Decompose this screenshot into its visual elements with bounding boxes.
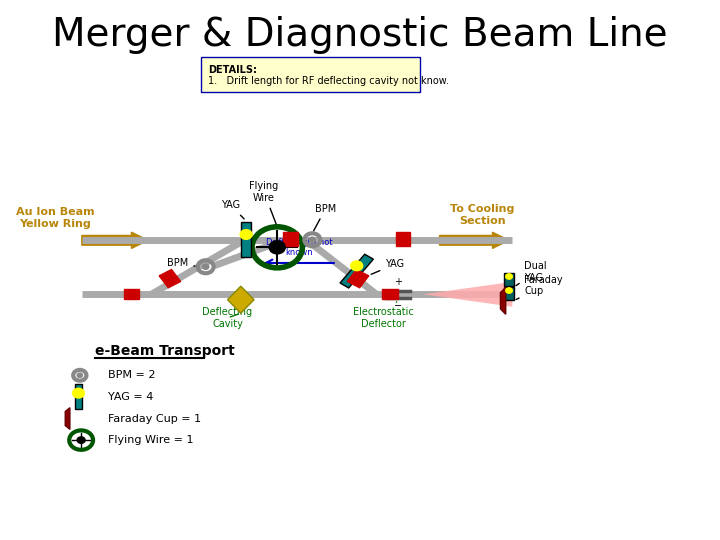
Text: Merger & Diagnostic Beam Line: Merger & Diagnostic Beam Line — [52, 16, 668, 54]
Polygon shape — [159, 269, 181, 288]
Circle shape — [73, 388, 84, 398]
Polygon shape — [396, 232, 410, 246]
Text: 1.   Drift length for RF deflecting cavity not know.: 1. Drift length for RF deflecting cavity… — [207, 76, 449, 86]
Text: Deflecting
Cavity: Deflecting Cavity — [202, 307, 253, 329]
Polygon shape — [505, 287, 513, 300]
Text: Flying Wire = 1: Flying Wire = 1 — [108, 435, 194, 445]
Polygon shape — [228, 286, 254, 313]
FancyBboxPatch shape — [201, 57, 420, 92]
Circle shape — [202, 264, 209, 269]
Circle shape — [77, 437, 85, 443]
Text: BPM: BPM — [167, 258, 195, 268]
Circle shape — [351, 261, 363, 271]
Polygon shape — [340, 254, 374, 288]
Polygon shape — [382, 289, 397, 299]
Polygon shape — [423, 282, 513, 307]
Text: YAG: YAG — [221, 200, 244, 219]
Circle shape — [505, 288, 513, 293]
Polygon shape — [347, 269, 369, 288]
Text: To Cooling
Section: To Cooling Section — [450, 204, 515, 226]
Circle shape — [505, 274, 513, 279]
Text: Flying
Wire: Flying Wire — [249, 181, 279, 224]
Text: +: + — [395, 277, 402, 287]
Text: −: − — [395, 301, 402, 312]
Text: e-Beam Transport: e-Beam Transport — [95, 344, 235, 358]
Text: YAG: YAG — [372, 259, 405, 274]
Circle shape — [240, 230, 252, 239]
Text: BPM = 2: BPM = 2 — [108, 370, 156, 380]
Text: BPM: BPM — [314, 204, 336, 231]
FancyArrow shape — [82, 232, 148, 248]
Polygon shape — [124, 289, 140, 299]
Text: YAG = 4: YAG = 4 — [108, 392, 153, 402]
Text: Faraday
Cup: Faraday Cup — [516, 275, 563, 300]
Circle shape — [309, 237, 315, 242]
Polygon shape — [66, 408, 70, 429]
Polygon shape — [240, 222, 251, 257]
Polygon shape — [505, 273, 513, 286]
Text: Dual
YAG: Dual YAG — [516, 261, 547, 286]
Polygon shape — [500, 287, 505, 314]
Text: Au Ion Beam
Yellow Ring: Au Ion Beam Yellow Ring — [16, 207, 94, 229]
Circle shape — [269, 241, 285, 254]
Text: Drift Length not
known: Drift Length not known — [266, 238, 333, 257]
Polygon shape — [283, 232, 298, 246]
Polygon shape — [74, 384, 83, 409]
Text: Faraday Cup = 1: Faraday Cup = 1 — [108, 414, 202, 423]
Circle shape — [77, 373, 83, 377]
Text: Electrostatic
Deflector: Electrostatic Deflector — [353, 302, 413, 329]
Text: DETAILS:: DETAILS: — [207, 65, 256, 75]
FancyArrow shape — [439, 232, 509, 248]
